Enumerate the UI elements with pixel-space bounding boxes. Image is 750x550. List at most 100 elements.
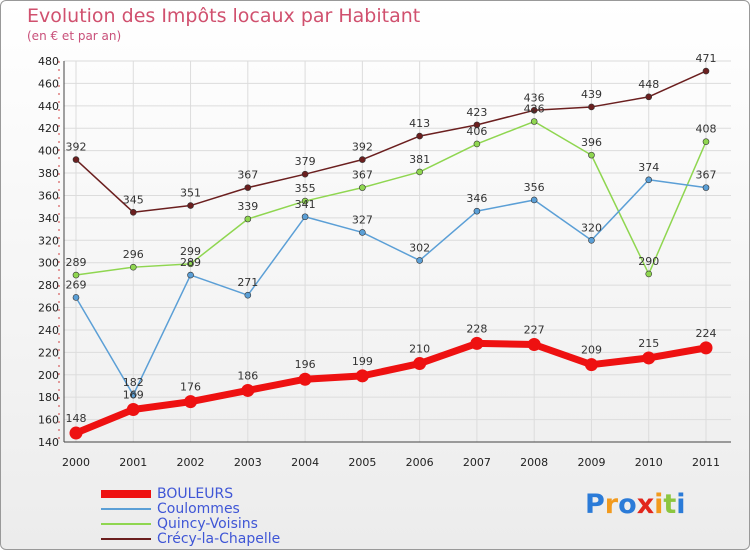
data-point bbox=[69, 426, 83, 440]
data-label: 408 bbox=[696, 123, 717, 136]
data-point bbox=[359, 156, 366, 163]
x-tick-label: 2008 bbox=[520, 456, 548, 469]
data-label: 148 bbox=[66, 412, 87, 425]
data-label: 289 bbox=[180, 256, 201, 269]
data-point bbox=[301, 170, 309, 178]
data-label: 182 bbox=[123, 376, 144, 389]
data-point bbox=[645, 93, 653, 101]
x-tick-label: 2001 bbox=[119, 456, 147, 469]
data-point bbox=[473, 121, 481, 129]
data-point bbox=[473, 207, 481, 215]
data-label: 169 bbox=[123, 389, 144, 402]
data-point bbox=[298, 372, 312, 386]
y-tick-label: 140 bbox=[38, 436, 59, 449]
data-label: 392 bbox=[66, 141, 87, 154]
data-point bbox=[72, 294, 80, 301]
data-label: 406 bbox=[466, 125, 487, 138]
data-point bbox=[359, 184, 366, 191]
series-lines bbox=[69, 67, 713, 440]
legend-item-coulommes: Coulommes bbox=[101, 501, 240, 517]
data-point bbox=[187, 271, 194, 279]
data-label: 215 bbox=[638, 337, 659, 350]
series-line bbox=[75, 70, 707, 214]
data-label: 379 bbox=[295, 155, 316, 168]
y-tick-label: 160 bbox=[38, 414, 59, 427]
data-label: 227 bbox=[524, 324, 545, 337]
chart-subtitle: (en € et par an) bbox=[27, 29, 122, 43]
y-tick-label: 300 bbox=[38, 257, 59, 270]
logo-letter: o bbox=[618, 489, 637, 520]
data-point bbox=[642, 351, 656, 365]
legend-swatch-quincy-voisins bbox=[101, 522, 151, 525]
data-point bbox=[416, 257, 423, 264]
x-tick-label: 2011 bbox=[692, 456, 720, 469]
y-tick-label: 420 bbox=[38, 122, 59, 135]
data-label: 367 bbox=[237, 169, 258, 182]
data-point bbox=[530, 107, 538, 114]
data-label: 346 bbox=[466, 192, 487, 205]
data-point bbox=[72, 271, 80, 279]
logo-letter: t bbox=[663, 489, 677, 520]
data-point bbox=[72, 156, 80, 163]
legend-item-quincy-voisins: Quincy-Voisins bbox=[101, 515, 258, 532]
data-point bbox=[126, 403, 140, 417]
x-tick-label: 2000 bbox=[62, 456, 90, 469]
data-label: 320 bbox=[581, 221, 602, 234]
x-tick-label: 2007 bbox=[463, 456, 491, 469]
y-tick-label: 460 bbox=[38, 77, 59, 90]
data-label: 341 bbox=[295, 198, 316, 211]
data-label: 186 bbox=[237, 369, 258, 382]
data-label: 448 bbox=[638, 78, 659, 91]
data-label: 228 bbox=[466, 322, 487, 335]
series-line bbox=[75, 120, 707, 276]
data-point bbox=[244, 184, 252, 191]
logo-letter: i bbox=[654, 489, 664, 520]
legend-label-quincy-voisins: Quincy-Voisins bbox=[157, 515, 258, 532]
data-point bbox=[588, 151, 595, 159]
gridlines bbox=[64, 60, 731, 443]
data-point bbox=[129, 263, 137, 271]
data-point bbox=[470, 336, 484, 350]
data-point bbox=[416, 168, 423, 176]
data-label: 199 bbox=[352, 355, 373, 368]
y-tick-label: 340 bbox=[38, 212, 59, 225]
data-label: 367 bbox=[696, 169, 717, 182]
y-tick-label: 320 bbox=[38, 234, 59, 247]
y-tick-label: 400 bbox=[38, 145, 59, 158]
x-tick-label: 2010 bbox=[635, 456, 663, 469]
data-label: 210 bbox=[409, 343, 430, 356]
x-tick-label: 2006 bbox=[406, 456, 434, 469]
legend-swatch-bouleurs bbox=[101, 489, 151, 498]
axes: 140 160 180 200 220 240 260 280 300 320 340 360 380 4… bbox=[38, 55, 731, 469]
data-point bbox=[584, 358, 598, 372]
data-point bbox=[244, 215, 252, 223]
data-label: 209 bbox=[581, 344, 602, 357]
y-tick-label: 280 bbox=[38, 279, 59, 292]
data-label: 392 bbox=[352, 141, 373, 154]
y-tick-label: 440 bbox=[38, 100, 59, 113]
data-point bbox=[184, 395, 198, 409]
legend-swatch-coulommes bbox=[101, 507, 151, 510]
y-tick-label: 220 bbox=[38, 346, 59, 359]
data-label: 396 bbox=[581, 136, 602, 149]
logo-letter: i bbox=[676, 489, 686, 520]
x-tick-label: 2009 bbox=[577, 456, 605, 469]
data-label: 356 bbox=[524, 181, 545, 194]
data-point bbox=[530, 196, 538, 204]
chart-title: Evolution des Impôts locaux par Habitant bbox=[27, 5, 421, 27]
data-label: 423 bbox=[466, 106, 487, 119]
legend-item-crecy-la-chapelle: Crécy-la-Chapelle bbox=[101, 531, 280, 547]
data-point bbox=[129, 391, 137, 399]
data-label: 299 bbox=[180, 245, 201, 258]
data-point bbox=[702, 67, 710, 75]
data-point bbox=[241, 383, 255, 397]
legend-label-bouleurs: BOULEURS bbox=[157, 485, 234, 502]
series-line bbox=[74, 339, 707, 437]
data-label: 339 bbox=[237, 200, 258, 213]
data-point bbox=[527, 338, 541, 352]
data-point bbox=[301, 213, 309, 221]
logo-letter: r bbox=[604, 489, 619, 520]
data-point bbox=[416, 132, 423, 140]
data-point bbox=[588, 236, 595, 244]
